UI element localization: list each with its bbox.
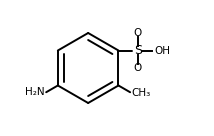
- Text: OH: OH: [155, 46, 171, 55]
- Text: S: S: [134, 44, 142, 57]
- Text: O: O: [134, 63, 142, 73]
- Text: H₂N: H₂N: [25, 87, 45, 97]
- Text: CH₃: CH₃: [132, 88, 151, 98]
- Text: O: O: [134, 28, 142, 38]
